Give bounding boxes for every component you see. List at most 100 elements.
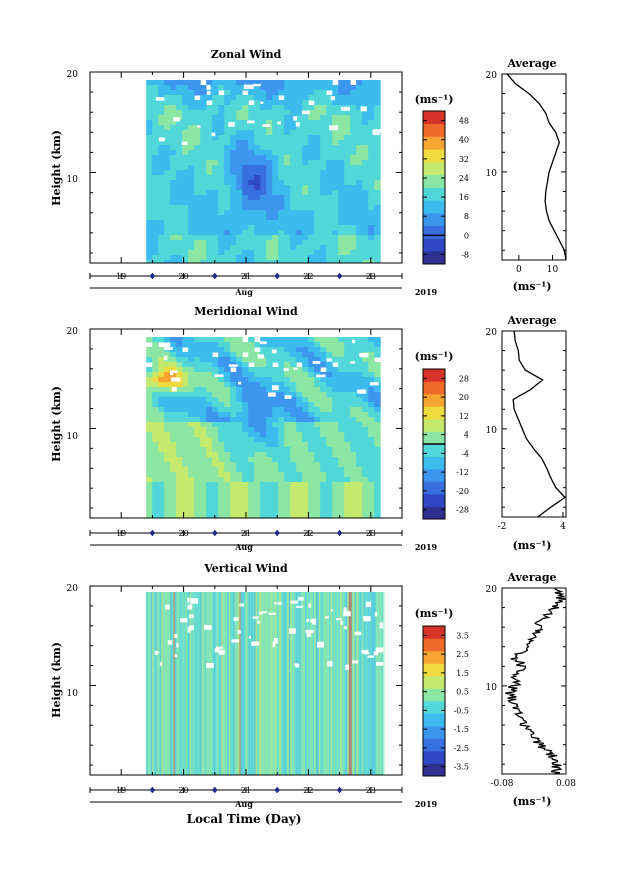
field-cell <box>272 472 279 478</box>
field-cell <box>164 407 171 413</box>
colorbar-swatch <box>423 136 445 150</box>
field-cell <box>314 342 321 348</box>
field-cell <box>176 387 183 393</box>
missing-data-gap <box>316 374 326 378</box>
field-cell <box>308 457 315 463</box>
field-stripe <box>218 592 220 775</box>
field-cell <box>206 437 213 443</box>
field-cell <box>242 125 249 131</box>
field-cell <box>170 477 177 483</box>
field-cell <box>248 512 255 518</box>
field-cell <box>176 437 183 443</box>
field-cell <box>200 125 207 131</box>
field-cell <box>164 417 171 423</box>
field-cell <box>290 195 297 201</box>
field-cell <box>242 180 249 186</box>
field-cell <box>206 155 213 161</box>
field-cell <box>206 95 213 101</box>
field-cell <box>206 497 213 503</box>
missing-data-gap <box>228 122 235 127</box>
field-cell <box>302 105 309 111</box>
field-cell <box>290 337 297 343</box>
field-cell <box>362 170 369 176</box>
field-cell <box>224 80 231 86</box>
colorbar-swatch <box>423 456 445 470</box>
field-cell <box>152 195 159 201</box>
field-cell <box>212 145 219 151</box>
field-cell <box>332 512 339 518</box>
colorbar-swatch <box>423 763 445 777</box>
field-cell <box>164 215 171 221</box>
field-cell <box>224 260 231 263</box>
field-cell <box>254 90 261 96</box>
field-cell <box>248 472 255 478</box>
field-cell <box>200 417 207 423</box>
field-cell <box>146 352 153 358</box>
field-cell <box>356 260 363 263</box>
field-cell <box>218 200 225 206</box>
field-cell <box>314 185 321 191</box>
field-cell <box>362 512 369 518</box>
field-cell <box>266 145 273 151</box>
field-cell <box>170 462 177 468</box>
field-cell <box>362 235 369 241</box>
field-cell <box>320 255 327 261</box>
field-cell <box>344 342 351 348</box>
field-cell <box>302 437 309 443</box>
field-cell <box>212 175 219 181</box>
field-cell <box>176 195 183 201</box>
field-cell <box>344 372 351 378</box>
field-cell <box>302 487 309 493</box>
field-cell <box>164 387 171 393</box>
field-cell <box>374 392 381 398</box>
field-cell <box>200 392 207 398</box>
field-cell <box>146 230 153 236</box>
meridional-ytick-20: 20 <box>67 327 79 337</box>
field-cell <box>158 150 165 156</box>
field-cell <box>242 492 249 498</box>
field-stripe <box>339 592 342 775</box>
field-cell <box>242 205 249 211</box>
field-cell <box>272 190 279 196</box>
field-cell <box>176 372 183 378</box>
field-cell <box>284 357 291 363</box>
field-cell <box>278 175 285 181</box>
field-cell <box>266 125 273 131</box>
field-cell <box>230 195 237 201</box>
field-cell <box>230 185 237 191</box>
field-cell <box>224 245 231 251</box>
field-cell <box>302 80 309 86</box>
field-cell <box>260 502 267 508</box>
field-stripe <box>335 592 337 775</box>
field-cell <box>188 185 195 191</box>
vertical-unit-label: (ms⁻¹) <box>415 607 454 620</box>
field-cell <box>296 125 303 131</box>
field-cell <box>308 417 315 423</box>
field-cell <box>290 215 297 221</box>
field-cell <box>266 210 273 216</box>
missing-data-gap <box>260 101 264 104</box>
field-stripe <box>299 592 301 775</box>
field-stripe <box>167 592 169 775</box>
field-cell <box>326 185 333 191</box>
field-cell <box>224 240 231 246</box>
field-cell <box>248 487 255 493</box>
field-stripe <box>221 592 223 775</box>
field-cell <box>332 215 339 221</box>
field-cell <box>236 210 243 216</box>
field-cell <box>188 397 195 403</box>
field-cell <box>236 100 243 106</box>
field-cell <box>146 235 153 241</box>
field-cell <box>284 397 291 403</box>
field-cell <box>200 377 207 383</box>
field-stripe <box>224 592 226 775</box>
field-cell <box>368 260 375 263</box>
field-cell <box>200 357 207 363</box>
field-cell <box>182 190 189 196</box>
field-cell <box>194 412 201 418</box>
field-cell <box>326 215 333 221</box>
field-cell <box>194 200 201 206</box>
field-cell <box>332 467 339 473</box>
field-cell <box>260 130 267 136</box>
